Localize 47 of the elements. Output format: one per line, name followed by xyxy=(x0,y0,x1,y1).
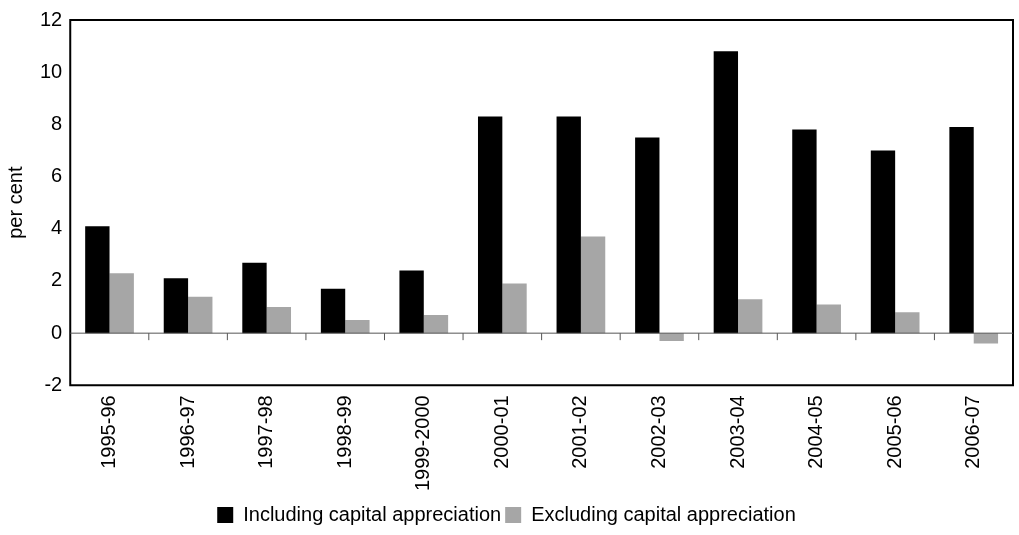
x-tick-label: 2001-02 xyxy=(568,395,591,469)
bar xyxy=(85,226,110,334)
y-tick-label: 6 xyxy=(51,164,63,187)
bar xyxy=(242,262,267,334)
x-tick-label: 1997-98 xyxy=(254,395,277,469)
bar xyxy=(320,288,346,334)
bar xyxy=(556,116,581,334)
bar xyxy=(399,270,424,334)
bar xyxy=(477,116,503,334)
bar xyxy=(792,129,817,334)
bar xyxy=(973,333,999,344)
bar xyxy=(266,307,292,334)
bar xyxy=(816,304,841,334)
bar xyxy=(163,278,189,334)
y-tick-label: 10 xyxy=(40,59,63,82)
x-tick-label: 1996-97 xyxy=(175,395,198,469)
bar xyxy=(345,320,370,334)
y-axis-title: per cent xyxy=(3,166,26,239)
y-tick-label: 12 xyxy=(40,7,63,30)
y-tick-label: 4 xyxy=(51,216,63,239)
bar xyxy=(635,137,660,334)
y-tick-label: 0 xyxy=(51,320,63,343)
bar xyxy=(738,299,763,334)
y-tick-label: 8 xyxy=(51,111,63,134)
y-tick-label: 2 xyxy=(51,268,63,291)
bar xyxy=(870,150,896,334)
x-tick-label: 2005-06 xyxy=(882,395,905,469)
bar xyxy=(949,127,974,334)
bar xyxy=(895,312,920,334)
x-tick-label: 1999-2000 xyxy=(411,395,434,492)
legend-label: Including capital appreciation xyxy=(243,502,502,525)
x-tick-label: 2004-05 xyxy=(804,395,827,469)
x-tick-label: 2002-03 xyxy=(646,395,669,469)
x-tick-label: 2000-01 xyxy=(489,395,512,469)
x-tick-label: 2006-07 xyxy=(961,395,984,469)
bar xyxy=(423,314,449,334)
legend-label: Excluding capital appreciation xyxy=(531,502,796,525)
bar xyxy=(188,296,213,334)
bar xyxy=(109,273,134,334)
y-tick-label: -2 xyxy=(44,372,63,395)
bar xyxy=(713,51,739,334)
bar xyxy=(580,236,606,334)
x-tick-label: 1998-99 xyxy=(332,395,355,469)
x-tick-label: 2003-04 xyxy=(725,395,748,469)
bar xyxy=(659,333,684,341)
bar xyxy=(502,283,527,334)
x-tick-label: 1995-96 xyxy=(97,395,120,469)
